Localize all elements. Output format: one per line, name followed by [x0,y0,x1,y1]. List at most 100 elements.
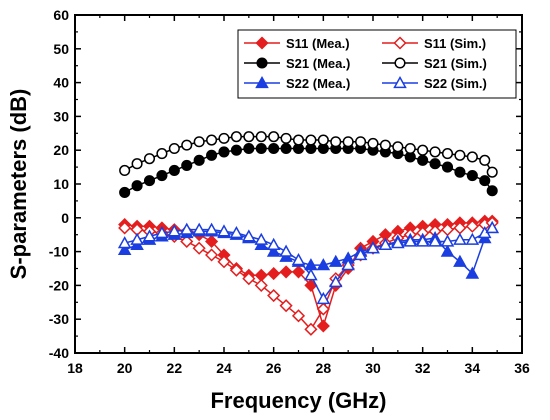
data-point [453,232,467,245]
data-point [131,158,143,170]
data-point [440,234,455,247]
data-point [268,142,280,155]
data-point [305,134,317,146]
data-point [267,267,281,281]
data-point [465,219,479,233]
legend-label: S11 (Sim.) [424,36,486,51]
data-point [479,154,491,166]
data-point [117,236,132,249]
legend-marker [255,75,269,89]
data-point [142,229,157,242]
data-point [429,158,441,170]
data-point [391,236,405,249]
y-tick-label: -40 [49,345,69,361]
data-point [254,278,268,292]
data-point [466,151,478,163]
data-point [304,268,318,281]
data-point [392,141,404,153]
data-point [168,164,180,177]
data-point [479,175,491,187]
data-point [465,232,480,245]
data-point [415,234,430,247]
legend-box [237,29,517,99]
data-point [429,146,441,158]
data-point [179,222,194,235]
legend-label: S22 (Sim.) [424,76,487,91]
x-tick-label: 22 [167,360,183,376]
data-point [117,242,132,256]
data-point [440,244,455,257]
data-point [130,232,144,245]
x-tick-label: 32 [415,360,431,376]
data-point [118,221,132,235]
data-point [268,131,280,143]
series-layer [117,131,499,336]
data-point [279,265,293,279]
data-point [156,148,168,160]
x-tick-label: 18 [67,360,83,376]
data-point [131,180,143,192]
y-tick-label: 0 [61,210,69,226]
y-tick-label: 10 [53,176,69,192]
x-tick-label: 26 [266,360,282,376]
legend-marker [255,36,269,50]
data-point [486,185,498,197]
data-point [441,161,454,173]
data-point [119,164,131,177]
data-point [155,225,169,239]
x-tick-label: 20 [117,360,133,376]
data-point [292,134,305,146]
legend-marker [256,57,268,69]
legend: S11 (Mea.) S11 (Sim.) S21 (Mea.) S21 (Sim.)… [237,29,517,99]
y-tick-label: 40 [53,75,69,91]
data-point [230,144,242,156]
y-axis-title: S-parameters (dB) [6,89,31,280]
data-point [205,234,219,249]
legend-label: S21 (Sim.) [424,56,487,71]
data-point [243,131,255,143]
data-point [168,142,180,155]
data-point [255,142,267,155]
data-point [328,274,343,288]
data-point [485,220,499,234]
data-point [291,265,306,279]
data-point [441,148,454,160]
data-point [280,142,292,155]
y-tick-label: -30 [49,311,69,327]
data-point [280,132,292,144]
y-tick-label: 60 [53,7,69,23]
data-point [204,222,219,235]
data-point [229,263,243,277]
data-point [353,247,368,261]
data-point [454,166,466,178]
data-point [355,136,367,148]
data-point [206,134,218,146]
data-point [206,149,218,161]
x-tick-label: 30 [365,360,381,376]
data-point [156,170,168,182]
data-point [291,309,306,323]
legend-label: S22 (Mea.) [286,76,350,91]
data-point [341,258,355,271]
data-point [267,288,281,303]
x-axis-title: Frequency (GHz) [210,388,386,413]
data-point [254,232,269,245]
data-point [366,241,380,254]
y-tick-label: -10 [49,244,69,260]
data-point [466,170,478,182]
data-point [328,254,343,267]
y-tick-label: -20 [49,277,69,293]
legend-label: S21 (Mea.) [286,56,350,71]
legend-label: S11 (Mea.) [286,36,350,51]
data-point [242,229,256,242]
data-point [242,272,256,286]
data-point [317,134,329,146]
data-point [342,136,354,148]
data-point [367,137,379,149]
data-point [279,299,293,313]
data-point [167,224,182,237]
data-point [316,291,331,305]
data-point [143,153,156,165]
data-point [454,149,466,161]
